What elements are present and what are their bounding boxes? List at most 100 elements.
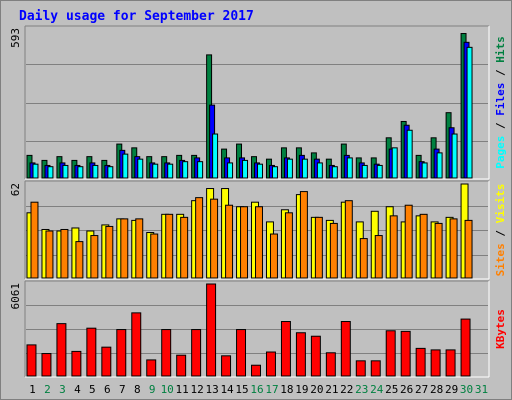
bar-sites-day-11 [180, 216, 189, 279]
bar-sites-day-9 [150, 233, 159, 279]
bar-kbytes-day-6 [101, 346, 112, 377]
bar-pages-day-14 [227, 162, 234, 179]
x-tick-label-day-2: 2 [44, 383, 51, 396]
bar-pages-day-30 [466, 46, 473, 179]
bar-kbytes-day-18 [280, 321, 291, 377]
bar-kbytes-day-9 [146, 359, 157, 377]
x-tick-label-day-29: 29 [445, 383, 458, 396]
x-tick-label-day-28: 28 [430, 383, 443, 396]
x-tick-label-day-22: 22 [340, 383, 353, 396]
bar-sites-day-20 [314, 216, 323, 279]
bar-pages-day-4 [77, 166, 84, 179]
y-max-label-0: 593 [9, 28, 22, 48]
bar-pages-day-16 [257, 163, 263, 179]
bar-kbytes-day-12 [191, 329, 202, 377]
y-max-label-2: 6061 [9, 283, 22, 310]
bar-sites-day-16 [255, 206, 263, 279]
x-tick-label-day-24: 24 [370, 383, 384, 396]
bar-sites-day-6 [105, 225, 114, 279]
bar-pages-day-19 [301, 158, 308, 179]
x-tick-label-day-14: 14 [220, 383, 234, 396]
x-tick-label-day-9: 9 [149, 383, 156, 396]
bar-pages-day-20 [316, 162, 323, 179]
bar-pages-day-9 [152, 163, 159, 179]
legend-separator: / [494, 223, 507, 243]
legend-1: Sites / Visits [494, 184, 507, 277]
legend-2: KBytes [494, 309, 507, 349]
x-tick-label-day-11: 11 [176, 383, 189, 396]
x-tick-label-day-15: 15 [235, 383, 248, 396]
x-tick-label-day-8: 8 [134, 383, 141, 396]
bar-sites-day-7 [120, 218, 129, 279]
legend-label-pages: Pages [494, 136, 507, 169]
bar-kbytes-day-27 [415, 347, 426, 377]
x-tick-label-day-3: 3 [59, 383, 66, 396]
legend-label-visits: Visits [494, 184, 507, 224]
bar-sites-day-4 [75, 241, 84, 279]
bar-sites-day-2 [45, 230, 54, 279]
x-tick-label-day-5: 5 [89, 383, 96, 396]
x-tick-label-day-25: 25 [385, 383, 398, 396]
bar-pages-day-26 [406, 129, 413, 179]
bar-pages-day-15 [242, 159, 249, 179]
x-tick-label-day-27: 27 [415, 383, 428, 396]
bar-sites-day-18 [284, 212, 293, 279]
bar-sites-day-25 [389, 215, 398, 279]
bar-sites-day-8 [135, 218, 144, 279]
bar-pages-day-11 [182, 161, 189, 179]
bar-pages-day-1 [32, 163, 39, 179]
x-tick-label-day-26: 26 [400, 383, 413, 396]
bar-kbytes-day-28 [430, 349, 441, 377]
bar-pages-day-24 [376, 164, 383, 179]
bar-sites-day-23 [359, 238, 368, 279]
legend-0: Pages / Files / Hits [494, 36, 507, 169]
bar-pages-day-5 [92, 164, 99, 179]
bar-pages-day-10 [167, 163, 174, 179]
bar-kbytes-day-2 [41, 353, 52, 377]
bar-sites-day-17 [269, 233, 278, 279]
bar-sites-day-5 [90, 235, 99, 279]
x-tick-label-day-1: 1 [29, 383, 36, 396]
chart-title: Daily usage for September 2017 [19, 9, 254, 24]
legend-separator: / [494, 116, 507, 136]
x-tick-label-day-12: 12 [191, 383, 204, 396]
x-tick-label-day-20: 20 [310, 383, 323, 396]
x-tick-label-day-21: 21 [325, 383, 338, 396]
x-tick-label-day-16: 16 [250, 383, 263, 396]
bar-pages-day-29 [451, 133, 458, 179]
legend-separator: / [494, 63, 507, 83]
legend-label-sites: Sites [494, 243, 507, 276]
bar-pages-day-3 [62, 164, 69, 179]
bar-kbytes-day-17 [265, 351, 276, 377]
bar-pages-day-23 [361, 164, 368, 179]
bar-pages-day-6 [107, 166, 114, 179]
bar-pages-day-22 [346, 157, 353, 179]
bar-sites-day-15 [240, 206, 249, 279]
bar-sites-day-24 [374, 235, 383, 279]
bar-kbytes-day-29 [445, 349, 456, 377]
bar-pages-day-7 [122, 153, 129, 179]
bar-kbytes-day-16 [251, 364, 261, 377]
bar-sites-day-13 [210, 198, 219, 279]
bar-kbytes-day-21 [325, 352, 336, 377]
bar-kbytes-day-4 [71, 350, 82, 377]
bar-kbytes-day-11 [176, 354, 187, 377]
bar-kbytes-day-30 [460, 318, 471, 377]
bar-sites-day-27 [419, 213, 428, 279]
x-tick-label-day-4: 4 [74, 383, 81, 396]
bar-sites-day-22 [344, 200, 353, 279]
bar-kbytes-day-1 [26, 344, 37, 377]
bar-sites-day-3 [60, 228, 69, 279]
bar-sites-day-21 [329, 222, 338, 279]
x-tick-label-day-10: 10 [161, 383, 174, 396]
x-tick-label-day-18: 18 [280, 383, 293, 396]
bar-kbytes-day-26 [400, 330, 411, 377]
bar-kbytes-day-20 [310, 335, 321, 377]
bar-sites-day-19 [299, 191, 308, 279]
bar-pages-day-17 [271, 166, 278, 179]
bar-kbytes-day-3 [56, 323, 67, 377]
bar-kbytes-day-25 [385, 330, 396, 377]
bar-kbytes-day-10 [161, 329, 172, 377]
bar-kbytes-day-24 [370, 360, 381, 377]
